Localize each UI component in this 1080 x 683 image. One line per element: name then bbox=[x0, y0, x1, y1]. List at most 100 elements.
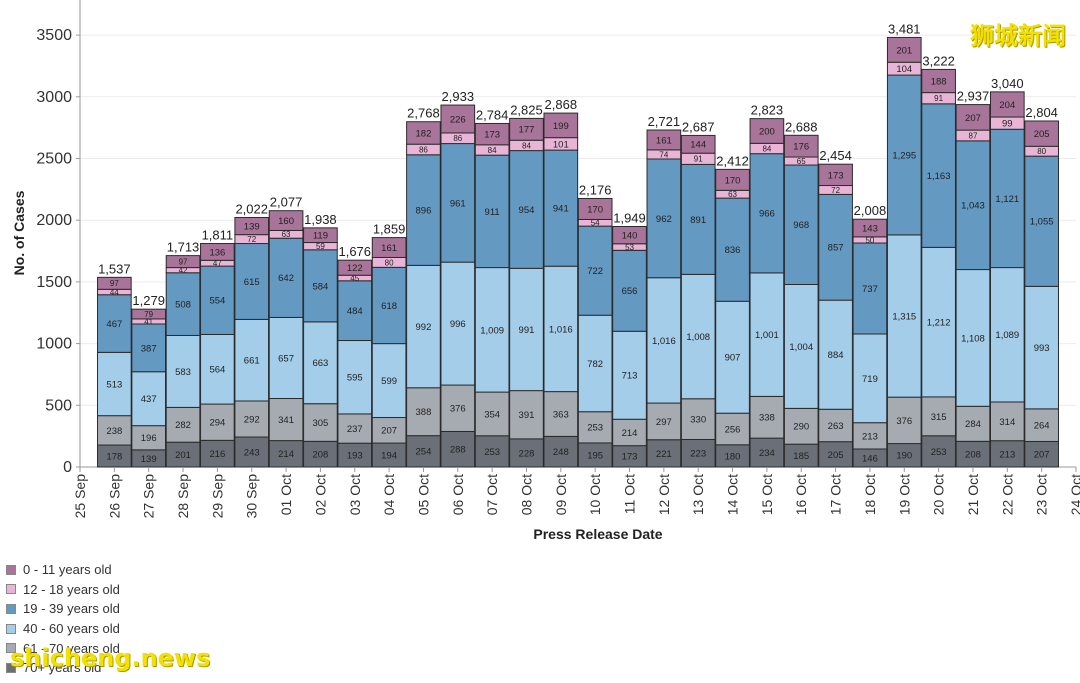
bar-segment bbox=[509, 267, 544, 392]
bar-segment bbox=[440, 104, 476, 134]
segment-label: 896 bbox=[416, 206, 432, 217]
total-label: 1,537 bbox=[98, 261, 131, 276]
bar-segment bbox=[680, 398, 716, 440]
segment-label: 188 bbox=[931, 76, 947, 87]
bar-segment bbox=[749, 437, 785, 468]
segment-label: 1,163 bbox=[927, 171, 951, 182]
x-tick-label: 30 Sep bbox=[244, 474, 260, 519]
segment-label: 182 bbox=[416, 128, 432, 139]
segment-label: 388 bbox=[416, 407, 432, 418]
segment-label: 1,004 bbox=[789, 342, 813, 353]
bar-segment bbox=[921, 246, 956, 398]
x-tick-label: 05 Oct bbox=[415, 474, 431, 515]
total-label: 2,933 bbox=[442, 89, 475, 104]
bar-segment bbox=[715, 300, 750, 414]
bar-segment bbox=[955, 104, 991, 131]
segment-label: 297 bbox=[656, 417, 672, 428]
total-label: 2,687 bbox=[682, 119, 715, 134]
total-label: 3,040 bbox=[991, 76, 1024, 91]
segment-label: 63 bbox=[728, 190, 737, 199]
legend-swatch bbox=[6, 662, 16, 673]
x-tick-label: 17 Oct bbox=[828, 474, 844, 515]
segment-label: 292 bbox=[244, 414, 260, 425]
bar-segment bbox=[989, 401, 1025, 442]
bar-segment bbox=[131, 425, 167, 451]
segment-label: 216 bbox=[209, 449, 225, 460]
bar-segment bbox=[131, 308, 167, 320]
segment-label: 722 bbox=[587, 266, 603, 277]
bar-segment bbox=[200, 243, 235, 261]
x-tick-label: 02 Oct bbox=[312, 474, 328, 515]
segment-label: 290 bbox=[793, 422, 809, 433]
bar-segment bbox=[749, 395, 785, 439]
segment-label: 193 bbox=[347, 451, 363, 462]
bar-segment bbox=[1024, 408, 1059, 442]
segment-label: 42 bbox=[179, 266, 188, 275]
x-tick-label: 06 Oct bbox=[450, 474, 466, 515]
segment-label: 467 bbox=[106, 319, 122, 330]
segment-label: 104 bbox=[896, 64, 912, 75]
legend-label: 0 - 11 years old bbox=[23, 562, 112, 578]
watermark-logo-en: shicheng.news bbox=[10, 644, 211, 672]
segment-label: 1,055 bbox=[1030, 217, 1054, 228]
segment-label: 642 bbox=[278, 273, 294, 284]
bar-segment bbox=[989, 91, 1025, 118]
segment-label: 205 bbox=[1034, 129, 1050, 140]
segment-label: 84 bbox=[522, 141, 531, 150]
legend-swatch bbox=[6, 564, 16, 575]
y-tick-label: 2500 bbox=[36, 151, 72, 168]
segment-label: 173 bbox=[484, 130, 500, 141]
segment-label: 213 bbox=[999, 449, 1015, 460]
legend-swatch bbox=[6, 584, 16, 595]
segment-label: 173 bbox=[622, 452, 638, 463]
segment-label: 615 bbox=[244, 277, 260, 288]
bar-segment bbox=[440, 430, 476, 468]
legend-swatch bbox=[6, 643, 16, 654]
total-label: 2,688 bbox=[785, 119, 818, 134]
segment-label: 195 bbox=[587, 450, 603, 461]
segment-label: 437 bbox=[141, 394, 157, 405]
bar-segment bbox=[989, 128, 1025, 269]
segment-label: 330 bbox=[690, 415, 706, 426]
segment-label: 178 bbox=[106, 451, 122, 462]
x-tick-label: 24 Oct bbox=[1068, 474, 1080, 515]
segment-label: 173 bbox=[828, 170, 844, 181]
segment-label: 376 bbox=[450, 404, 466, 415]
segment-label: 72 bbox=[831, 186, 840, 195]
total-label: 2,022 bbox=[235, 201, 268, 216]
total-label: 1,713 bbox=[167, 240, 200, 255]
bar-segment bbox=[406, 264, 441, 389]
bar-segment bbox=[852, 422, 888, 450]
segment-label: 45 bbox=[350, 274, 359, 283]
bar-segment bbox=[509, 150, 544, 269]
segment-label: 205 bbox=[828, 450, 844, 461]
bar-segment bbox=[612, 249, 647, 332]
x-tick-label: 12 Oct bbox=[656, 474, 672, 515]
bar-segment bbox=[783, 134, 819, 158]
segment-label: 657 bbox=[278, 353, 294, 364]
bar-segment bbox=[577, 442, 613, 468]
bar-segment bbox=[165, 272, 201, 336]
segment-label: 176 bbox=[793, 142, 809, 153]
bar-segment bbox=[165, 334, 201, 408]
segment-label: 391 bbox=[519, 410, 535, 421]
segment-label: 143 bbox=[862, 223, 878, 234]
segment-label: 80 bbox=[385, 258, 394, 267]
bar-segment bbox=[371, 343, 407, 419]
bar-segment bbox=[749, 153, 785, 274]
legend-item: 19 - 39 years old bbox=[6, 599, 120, 619]
total-label: 2,937 bbox=[957, 89, 990, 104]
segment-label: 1,016 bbox=[549, 324, 573, 335]
segment-label: 237 bbox=[347, 424, 363, 435]
bar-segment bbox=[406, 121, 441, 145]
segment-label: 966 bbox=[759, 209, 775, 220]
bar-segment bbox=[474, 154, 510, 269]
segment-label: 314 bbox=[999, 417, 1015, 428]
segment-label: 583 bbox=[175, 367, 191, 378]
segment-label: 1,108 bbox=[961, 333, 985, 344]
x-tick-label: 27 Sep bbox=[141, 474, 157, 519]
bar-segment bbox=[440, 384, 476, 432]
x-tick-label: 21 Oct bbox=[965, 474, 981, 515]
bar-segment bbox=[97, 294, 132, 353]
bar-segment bbox=[680, 273, 716, 400]
